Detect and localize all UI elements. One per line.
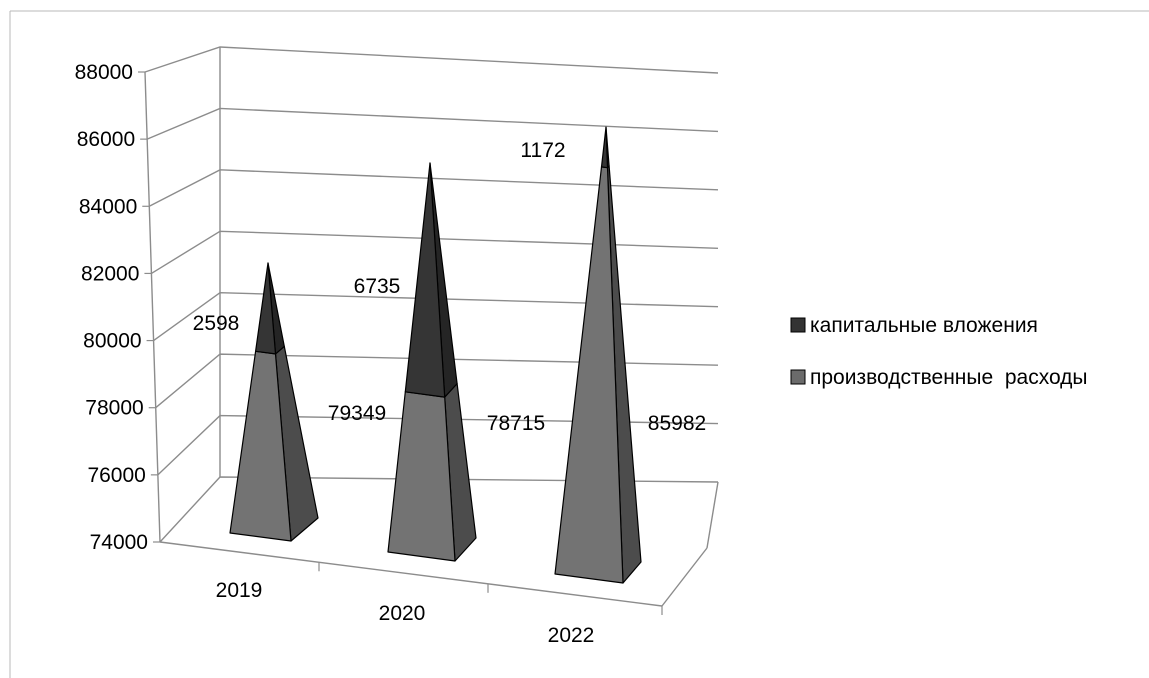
y-tick-label-76000: 76000 xyxy=(87,464,145,487)
y-tick-label-78000: 78000 xyxy=(85,397,143,420)
bar-производственные-расходы-2020 xyxy=(387,391,456,562)
x-tick-label-2022: 2022 xyxy=(548,624,595,647)
bar-капитальные-вложения-2022 xyxy=(600,126,609,169)
floor-right-edge xyxy=(661,547,708,607)
y-tick-label-80000: 80000 xyxy=(83,330,141,353)
y-tick-label-88000: 88000 xyxy=(75,61,133,84)
data-label-капитальные-вложения-2020: 6735 xyxy=(354,275,401,298)
data-label-капитальные-вложения-2019: 2598 xyxy=(193,312,240,335)
y-tick-label-84000: 84000 xyxy=(79,195,137,218)
data-label-капитальные-вложения-2022: 1172 xyxy=(520,139,565,162)
legend-label-капитальные-вложения: капитальные вложения xyxy=(810,314,1038,337)
gridline-86000 xyxy=(146,107,719,140)
floor-back-right-edge xyxy=(706,481,719,549)
bar-капитальные-вложения-2020 xyxy=(404,162,446,398)
y-tick-labels: 74000 76000 78000 80000 82000 84000 86000 88000 xyxy=(75,61,148,554)
data-labels: 79349 2598 78715 6735 85982 1172 xyxy=(193,139,707,435)
legend-swatch-капитальные-вложения xyxy=(790,317,806,333)
pyramid-bars xyxy=(229,126,642,584)
bar-капитальные-вложения-2019 xyxy=(255,262,277,355)
x-tick-labels: 2019 2020 2022 xyxy=(216,579,595,647)
gridline-88000 xyxy=(144,46,719,74)
x-tick-label-2020: 2020 xyxy=(379,602,426,625)
y-tick-label-74000: 74000 xyxy=(90,531,148,554)
y-tick-label-82000: 82000 xyxy=(81,262,139,285)
legend-label-производственные-расходы: производственные расходы xyxy=(810,366,1088,389)
data-label-производственные-расходы-2020: 78715 xyxy=(487,412,545,435)
y-tick-label-86000: 86000 xyxy=(77,128,135,151)
legend-swatch-производственные-расходы xyxy=(790,369,806,385)
data-label-производственные-расходы-2022: 85982 xyxy=(648,412,706,435)
x-axis-line xyxy=(159,541,663,607)
legend: капитальные вложения производственные рас… xyxy=(790,314,1088,389)
axes xyxy=(138,47,719,615)
y-axis-line xyxy=(144,71,161,543)
x-tick-label-2019: 2019 xyxy=(216,579,263,602)
data-label-производственные-расходы-2019: 79349 xyxy=(328,402,386,425)
